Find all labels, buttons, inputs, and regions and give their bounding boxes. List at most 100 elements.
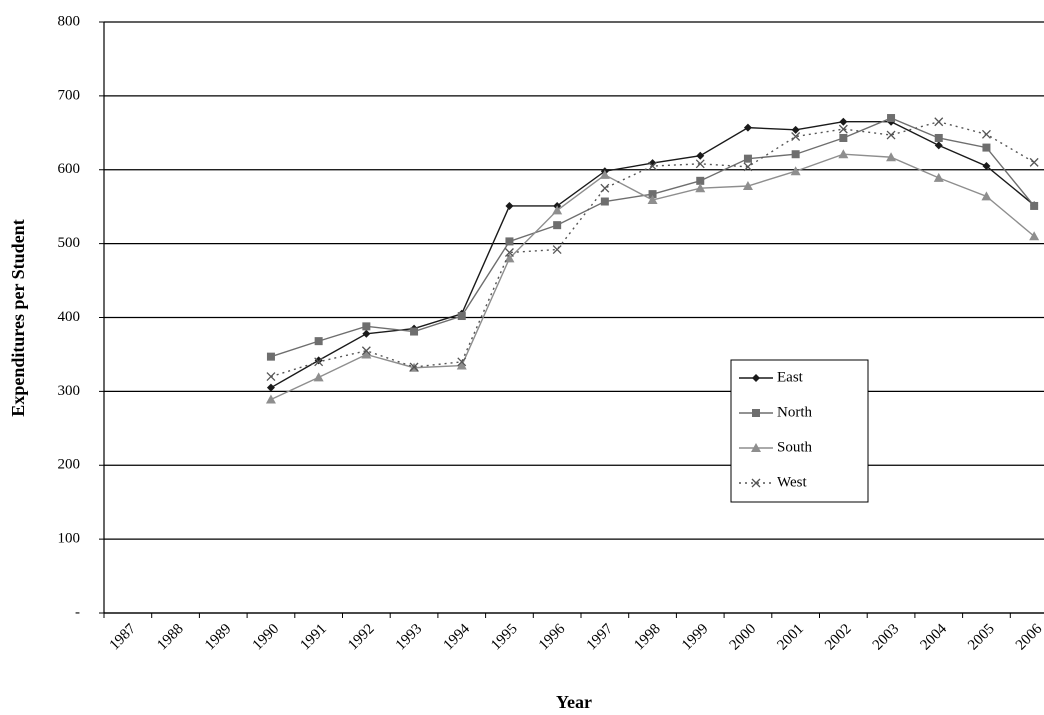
- marker: [362, 322, 371, 331]
- marker: [457, 357, 467, 367]
- legend-label: North: [777, 404, 812, 420]
- marker: [1030, 201, 1039, 210]
- marker: [839, 117, 848, 126]
- legend-label: South: [777, 439, 813, 455]
- marker: [695, 183, 706, 193]
- x-tick-label: 2004: [917, 621, 950, 654]
- x-tick-label: 1996: [536, 621, 569, 654]
- x-tick-label: 1999: [679, 621, 712, 654]
- x-tick-label: 2005: [965, 621, 998, 654]
- x-tick-label: 1987: [107, 621, 140, 654]
- marker: [504, 248, 514, 257]
- marker: [838, 124, 848, 134]
- y-tick-label: 700: [58, 87, 81, 103]
- marker: [457, 312, 466, 321]
- y-tick-label: 800: [58, 13, 81, 29]
- marker: [266, 372, 276, 382]
- marker: [934, 141, 943, 150]
- marker: [504, 253, 515, 263]
- x-tick-label: 2001: [774, 621, 807, 654]
- marker: [743, 162, 753, 172]
- x-tick-label: 1992: [345, 621, 378, 654]
- marker: [791, 125, 800, 134]
- x-tick-label: 2003: [870, 621, 903, 654]
- marker: [839, 133, 848, 142]
- x-axis-title: Year: [556, 692, 592, 712]
- x-tick-label: 2002: [822, 621, 855, 654]
- x-tick-label: 2006: [1013, 621, 1044, 654]
- marker: [886, 130, 896, 140]
- marker: [314, 356, 323, 365]
- marker: [266, 383, 275, 392]
- marker: [313, 372, 324, 382]
- marker: [982, 143, 991, 152]
- x-tick-label: 1997: [584, 621, 617, 654]
- marker: [751, 478, 761, 488]
- x-tick-label: 1995: [488, 621, 521, 654]
- y-tick-label: 300: [58, 383, 81, 399]
- marker: [981, 129, 991, 139]
- y-tick-label: 400: [58, 309, 81, 325]
- marker: [409, 362, 419, 372]
- legend-box: [730, 359, 869, 503]
- marker: [647, 195, 658, 205]
- marker: [886, 152, 897, 162]
- y-tick-label: 100: [58, 531, 81, 547]
- marker: [505, 237, 514, 246]
- x-tick-label: 1989: [202, 621, 235, 654]
- marker: [695, 159, 705, 169]
- x-tick-label: 1988: [154, 621, 187, 654]
- marker: [934, 133, 943, 142]
- marker: [696, 176, 705, 185]
- x-tick-label: 1993: [393, 621, 426, 654]
- x-tick-label: 1991: [297, 621, 330, 654]
- marker: [314, 357, 324, 367]
- y-tick-label: -: [75, 604, 80, 620]
- marker: [599, 169, 610, 179]
- x-tick-label: 1990: [250, 621, 283, 654]
- y-tick-label: 500: [58, 235, 81, 251]
- marker: [790, 166, 801, 176]
- y-tick-label: 600: [58, 161, 81, 177]
- y-axis-title: Expenditures per Student: [8, 219, 28, 416]
- x-tick-label: 1998: [631, 621, 664, 654]
- marker: [1029, 157, 1039, 167]
- marker: [742, 181, 753, 191]
- series-line: [270, 121, 1035, 378]
- marker: [600, 197, 609, 206]
- marker: [600, 183, 610, 193]
- marker: [648, 159, 657, 168]
- marker: [361, 346, 371, 356]
- marker: [1029, 231, 1040, 241]
- marker: [887, 114, 896, 123]
- marker: [456, 360, 467, 370]
- marker: [981, 191, 992, 201]
- marker: [314, 337, 323, 346]
- marker: [751, 443, 761, 452]
- marker: [362, 329, 371, 338]
- marker: [265, 394, 276, 404]
- legend-label: East: [777, 369, 804, 385]
- marker: [266, 352, 275, 361]
- marker: [648, 190, 657, 199]
- x-tick-label: 2000: [727, 621, 760, 654]
- marker: [791, 150, 800, 159]
- y-tick-label: 200: [58, 457, 81, 473]
- legend-label: West: [777, 474, 807, 490]
- series-line: [270, 117, 1035, 358]
- marker: [361, 349, 372, 359]
- marker: [791, 132, 801, 141]
- marker: [933, 172, 944, 182]
- marker: [552, 205, 563, 215]
- marker: [743, 123, 752, 132]
- marker: [934, 117, 944, 127]
- marker: [982, 162, 991, 171]
- marker: [553, 221, 562, 230]
- marker: [410, 327, 419, 336]
- x-tick-label: 1994: [440, 621, 473, 654]
- marker: [752, 374, 760, 382]
- marker: [838, 149, 849, 159]
- marker: [752, 409, 760, 417]
- marker: [505, 201, 514, 210]
